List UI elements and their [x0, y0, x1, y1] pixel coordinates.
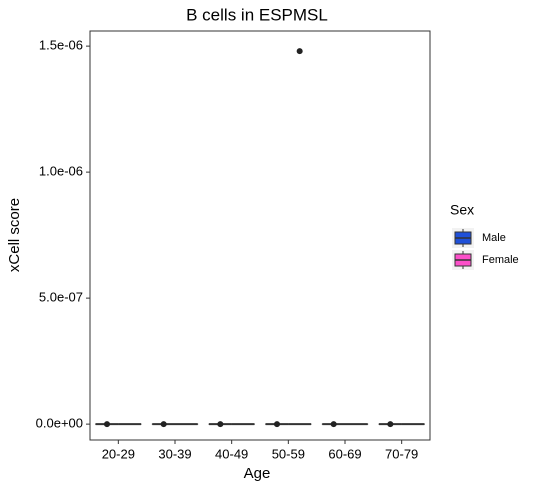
chart-title: B cells in ESPMSL [186, 5, 328, 24]
x-tick-label: 70-79 [385, 446, 418, 461]
outlier [217, 421, 224, 428]
y-tick-label: 0.0e+00 [36, 416, 83, 431]
outlier [296, 48, 303, 55]
x-tick-label: 40-49 [215, 446, 248, 461]
legend-label: Male [482, 232, 506, 244]
y-tick-label: 5.0e-07 [39, 290, 83, 305]
legend-label: Female [482, 254, 519, 266]
x-tick-label: 20-29 [102, 446, 135, 461]
x-tick-label: 60-69 [328, 446, 361, 461]
y-tick-label: 1.0e-06 [39, 164, 83, 179]
x-tick-label: 50-59 [272, 446, 305, 461]
outlier [330, 421, 337, 428]
outlier [104, 421, 110, 428]
x-axis-label: Age [244, 465, 271, 482]
y-tick-label: 1.5e-06 [39, 38, 83, 53]
legend-title: Sex [450, 202, 474, 218]
x-tick-label: 30-39 [158, 446, 191, 461]
outlier [274, 421, 280, 428]
outlier [387, 421, 394, 428]
outlier [160, 421, 167, 428]
y-axis-label: xCell score [6, 198, 23, 272]
plot-panel [89, 30, 431, 441]
